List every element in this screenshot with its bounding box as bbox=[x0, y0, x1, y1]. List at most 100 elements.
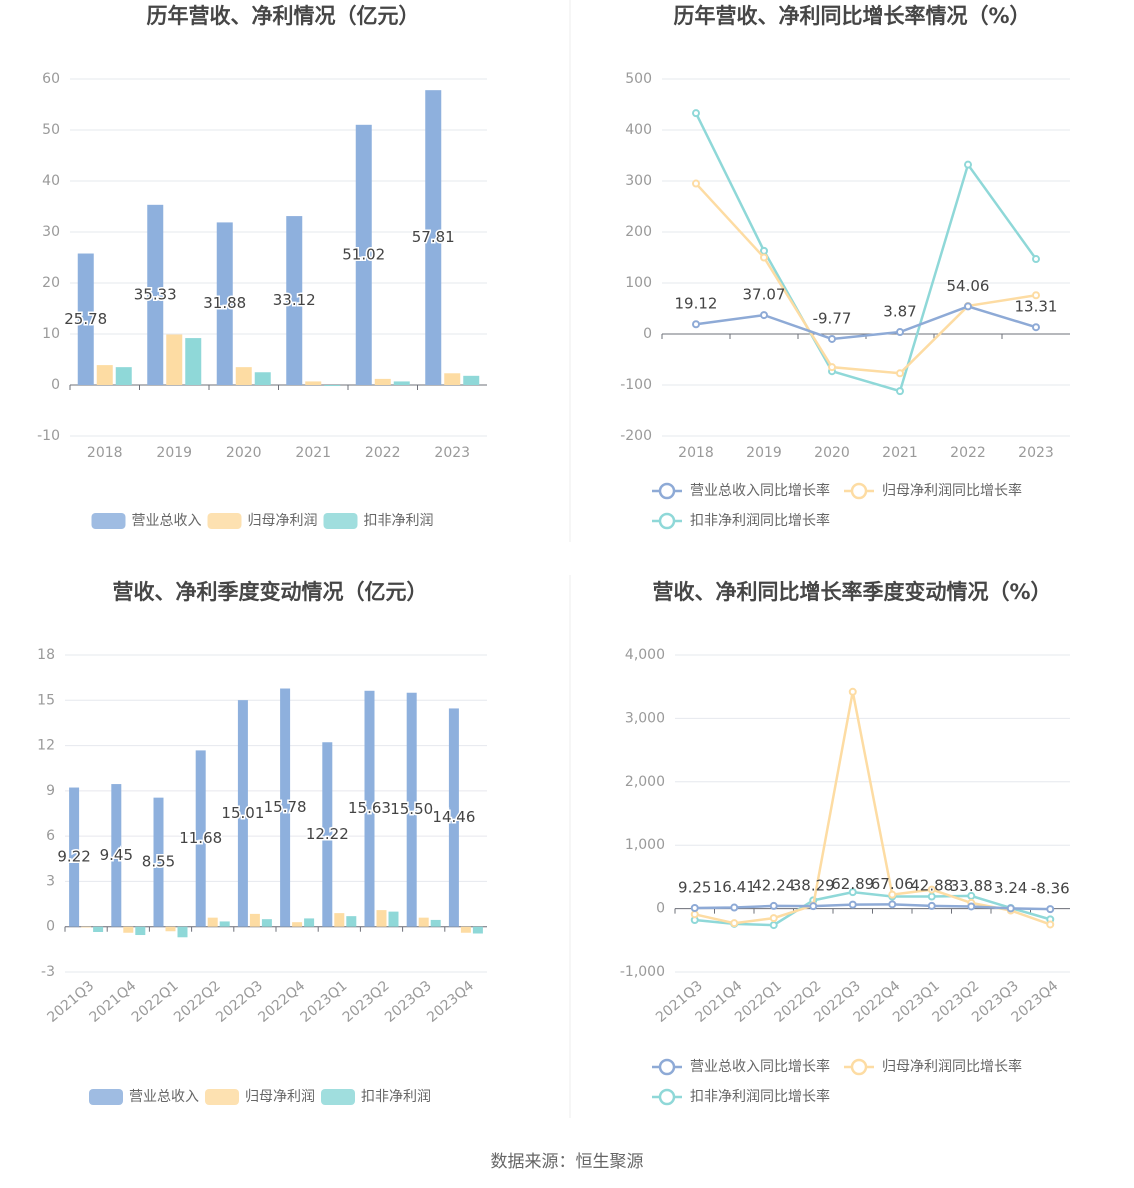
legend-label: 扣非净利润 bbox=[361, 1089, 431, 1105]
bar bbox=[185, 338, 202, 385]
data-label: 35.33 bbox=[134, 285, 177, 303]
data-label: 11.68 bbox=[179, 829, 222, 847]
x-tick-label: 2019 bbox=[746, 445, 782, 461]
point bbox=[1032, 323, 1040, 332]
y-tick-label: -10 bbox=[37, 428, 60, 444]
bar bbox=[135, 926, 146, 936]
data-label: 8.55 bbox=[142, 853, 175, 871]
bar bbox=[249, 913, 260, 927]
bar bbox=[364, 690, 375, 927]
data-label: 9.25 bbox=[678, 879, 711, 897]
bar bbox=[166, 334, 183, 385]
bar bbox=[448, 708, 459, 927]
bar bbox=[235, 367, 252, 385]
legend-label: 营业总收入同比增长率 bbox=[690, 1058, 830, 1075]
bar bbox=[153, 797, 164, 927]
data-label: 37.07 bbox=[743, 286, 786, 304]
data-label: 67.06 bbox=[871, 875, 914, 893]
x-tick-label: 2020 bbox=[814, 445, 850, 461]
bar bbox=[77, 253, 94, 385]
x-tick-label: 2022 bbox=[950, 445, 986, 461]
x-tick-label: 2023 bbox=[434, 445, 470, 461]
legend-label: 营业总收入 bbox=[132, 513, 202, 529]
bar bbox=[388, 911, 399, 927]
x-tick-label: 2018 bbox=[678, 445, 714, 461]
data-label: 16.41 bbox=[713, 878, 756, 896]
x-tick-label: 2022Q4 bbox=[255, 978, 308, 1026]
data-label: 25.78 bbox=[64, 310, 107, 328]
data-label: 13.31 bbox=[1015, 298, 1058, 316]
bar bbox=[346, 916, 357, 927]
bar bbox=[286, 216, 303, 385]
legend-icon bbox=[321, 1089, 355, 1105]
bar bbox=[111, 784, 122, 927]
point bbox=[760, 246, 768, 255]
legend-icon bbox=[207, 513, 242, 529]
bar bbox=[355, 124, 372, 385]
point bbox=[888, 890, 897, 899]
legend-icon bbox=[658, 512, 676, 530]
point bbox=[964, 160, 972, 169]
y-tick-label: 30 bbox=[42, 224, 60, 240]
bar bbox=[472, 926, 483, 934]
chart-title: 历年营收、净利同比增长率情况（%） bbox=[673, 4, 1030, 28]
data-label: 57.81 bbox=[412, 228, 455, 246]
point bbox=[690, 910, 699, 919]
data-label: -9.77 bbox=[813, 309, 852, 327]
x-tick-label: 2023 bbox=[1018, 445, 1054, 461]
bar bbox=[425, 90, 442, 385]
data-label: 3.24 bbox=[994, 879, 1027, 897]
bar bbox=[216, 222, 233, 385]
legend-label: 归母净利润同比增长率 bbox=[882, 482, 1022, 499]
bar bbox=[463, 375, 480, 385]
point bbox=[1032, 291, 1040, 300]
legend-icon bbox=[91, 513, 126, 529]
data-label: 3.87 bbox=[883, 303, 916, 321]
legend-icon bbox=[658, 482, 676, 500]
bar bbox=[254, 372, 271, 385]
data-label: 9.22 bbox=[57, 848, 90, 866]
line bbox=[694, 890, 1051, 927]
y-tick-label: 6 bbox=[46, 828, 55, 844]
data-label: 12.22 bbox=[306, 825, 349, 843]
x-tick-label: 2022 bbox=[365, 445, 401, 461]
y-tick-label: 500 bbox=[625, 71, 652, 87]
chart-title: 历年营收、净利情况（亿元） bbox=[147, 4, 420, 28]
point bbox=[1046, 920, 1055, 929]
point bbox=[896, 387, 904, 396]
bar bbox=[207, 917, 218, 927]
legend-icon bbox=[205, 1089, 239, 1105]
line bbox=[694, 903, 1051, 911]
data-label: 14.46 bbox=[432, 808, 475, 826]
y-tick-label: 0 bbox=[656, 901, 665, 917]
legend-label: 归母净利润同比增长率 bbox=[882, 1058, 1022, 1075]
x-tick-label: 2022Q1 bbox=[129, 978, 182, 1026]
bar bbox=[418, 917, 429, 927]
source-note: 数据来源：恒生聚源 bbox=[491, 1152, 644, 1172]
point bbox=[848, 900, 857, 909]
point bbox=[1046, 905, 1055, 914]
data-label: 31.88 bbox=[203, 294, 246, 312]
data-label: 9.45 bbox=[100, 846, 133, 864]
bar bbox=[430, 919, 441, 927]
x-tick-label: 2023Q2 bbox=[340, 978, 393, 1026]
point bbox=[828, 363, 836, 372]
y-tick-label: 200 bbox=[625, 224, 652, 240]
bar bbox=[123, 926, 134, 933]
x-tick-label: 2023Q1 bbox=[298, 978, 351, 1026]
bar bbox=[322, 742, 333, 927]
y-tick-label: 15 bbox=[37, 692, 55, 708]
data-label: 51.02 bbox=[342, 245, 385, 263]
bar bbox=[147, 204, 164, 385]
data-label: 42.24 bbox=[752, 876, 795, 894]
legend-icon bbox=[850, 482, 868, 500]
point bbox=[692, 179, 700, 188]
point bbox=[769, 914, 778, 923]
bar bbox=[406, 692, 417, 927]
point bbox=[828, 334, 836, 343]
data-label: 19.12 bbox=[675, 295, 718, 313]
legend-icon bbox=[323, 513, 358, 529]
y-tick-label: 0 bbox=[643, 326, 652, 342]
point bbox=[769, 901, 778, 910]
